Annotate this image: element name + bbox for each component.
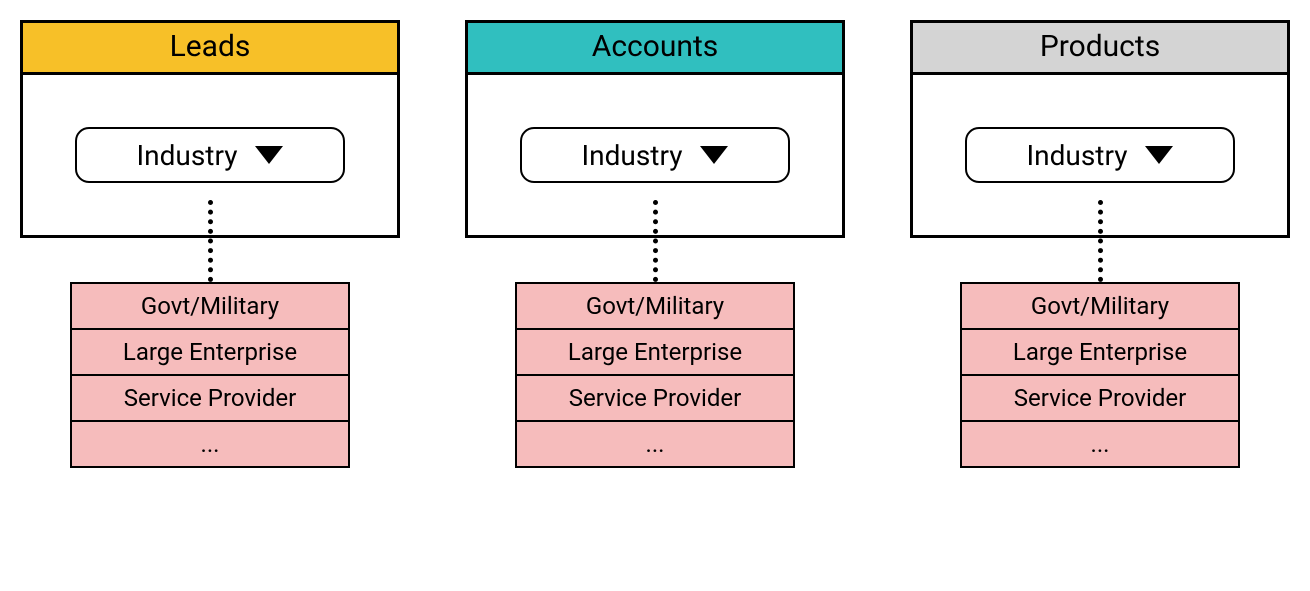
column-products: Products Industry Govt/Military Large En…	[910, 20, 1290, 468]
connector-line	[208, 200, 213, 282]
connector-line	[1098, 200, 1103, 282]
option-item: Service Provider	[72, 376, 348, 422]
chevron-down-icon	[255, 146, 283, 164]
picklist-field[interactable]: Industry	[75, 127, 345, 183]
picklist-label: Industry	[582, 139, 683, 172]
option-item: Govt/Military	[962, 284, 1238, 330]
option-item: Govt/Military	[517, 284, 793, 330]
options-list: Govt/Military Large Enterprise Service P…	[960, 282, 1240, 468]
picklist-label: Industry	[137, 139, 238, 172]
option-item: Large Enterprise	[517, 330, 793, 376]
column-leads: Leads Industry Govt/Military Large Enter…	[20, 20, 400, 468]
object-header: Products	[913, 23, 1287, 75]
option-item: ...	[72, 422, 348, 466]
options-list: Govt/Military Large Enterprise Service P…	[515, 282, 795, 468]
chevron-down-icon	[1145, 146, 1173, 164]
connector-line	[653, 200, 658, 282]
object-header: Accounts	[468, 23, 842, 75]
picklist-label: Industry	[1027, 139, 1128, 172]
option-item: Large Enterprise	[962, 330, 1238, 376]
options-list: Govt/Military Large Enterprise Service P…	[70, 282, 350, 468]
picklist-field[interactable]: Industry	[965, 127, 1235, 183]
option-item: Govt/Military	[72, 284, 348, 330]
option-item: Large Enterprise	[72, 330, 348, 376]
chevron-down-icon	[700, 146, 728, 164]
option-item: Service Provider	[962, 376, 1238, 422]
option-item: ...	[517, 422, 793, 466]
picklist-diagram: Leads Industry Govt/Military Large Enter…	[20, 20, 1290, 468]
option-item: Service Provider	[517, 376, 793, 422]
object-header: Leads	[23, 23, 397, 75]
option-item: ...	[962, 422, 1238, 466]
column-accounts: Accounts Industry Govt/Military Large En…	[465, 20, 845, 468]
picklist-field[interactable]: Industry	[520, 127, 790, 183]
